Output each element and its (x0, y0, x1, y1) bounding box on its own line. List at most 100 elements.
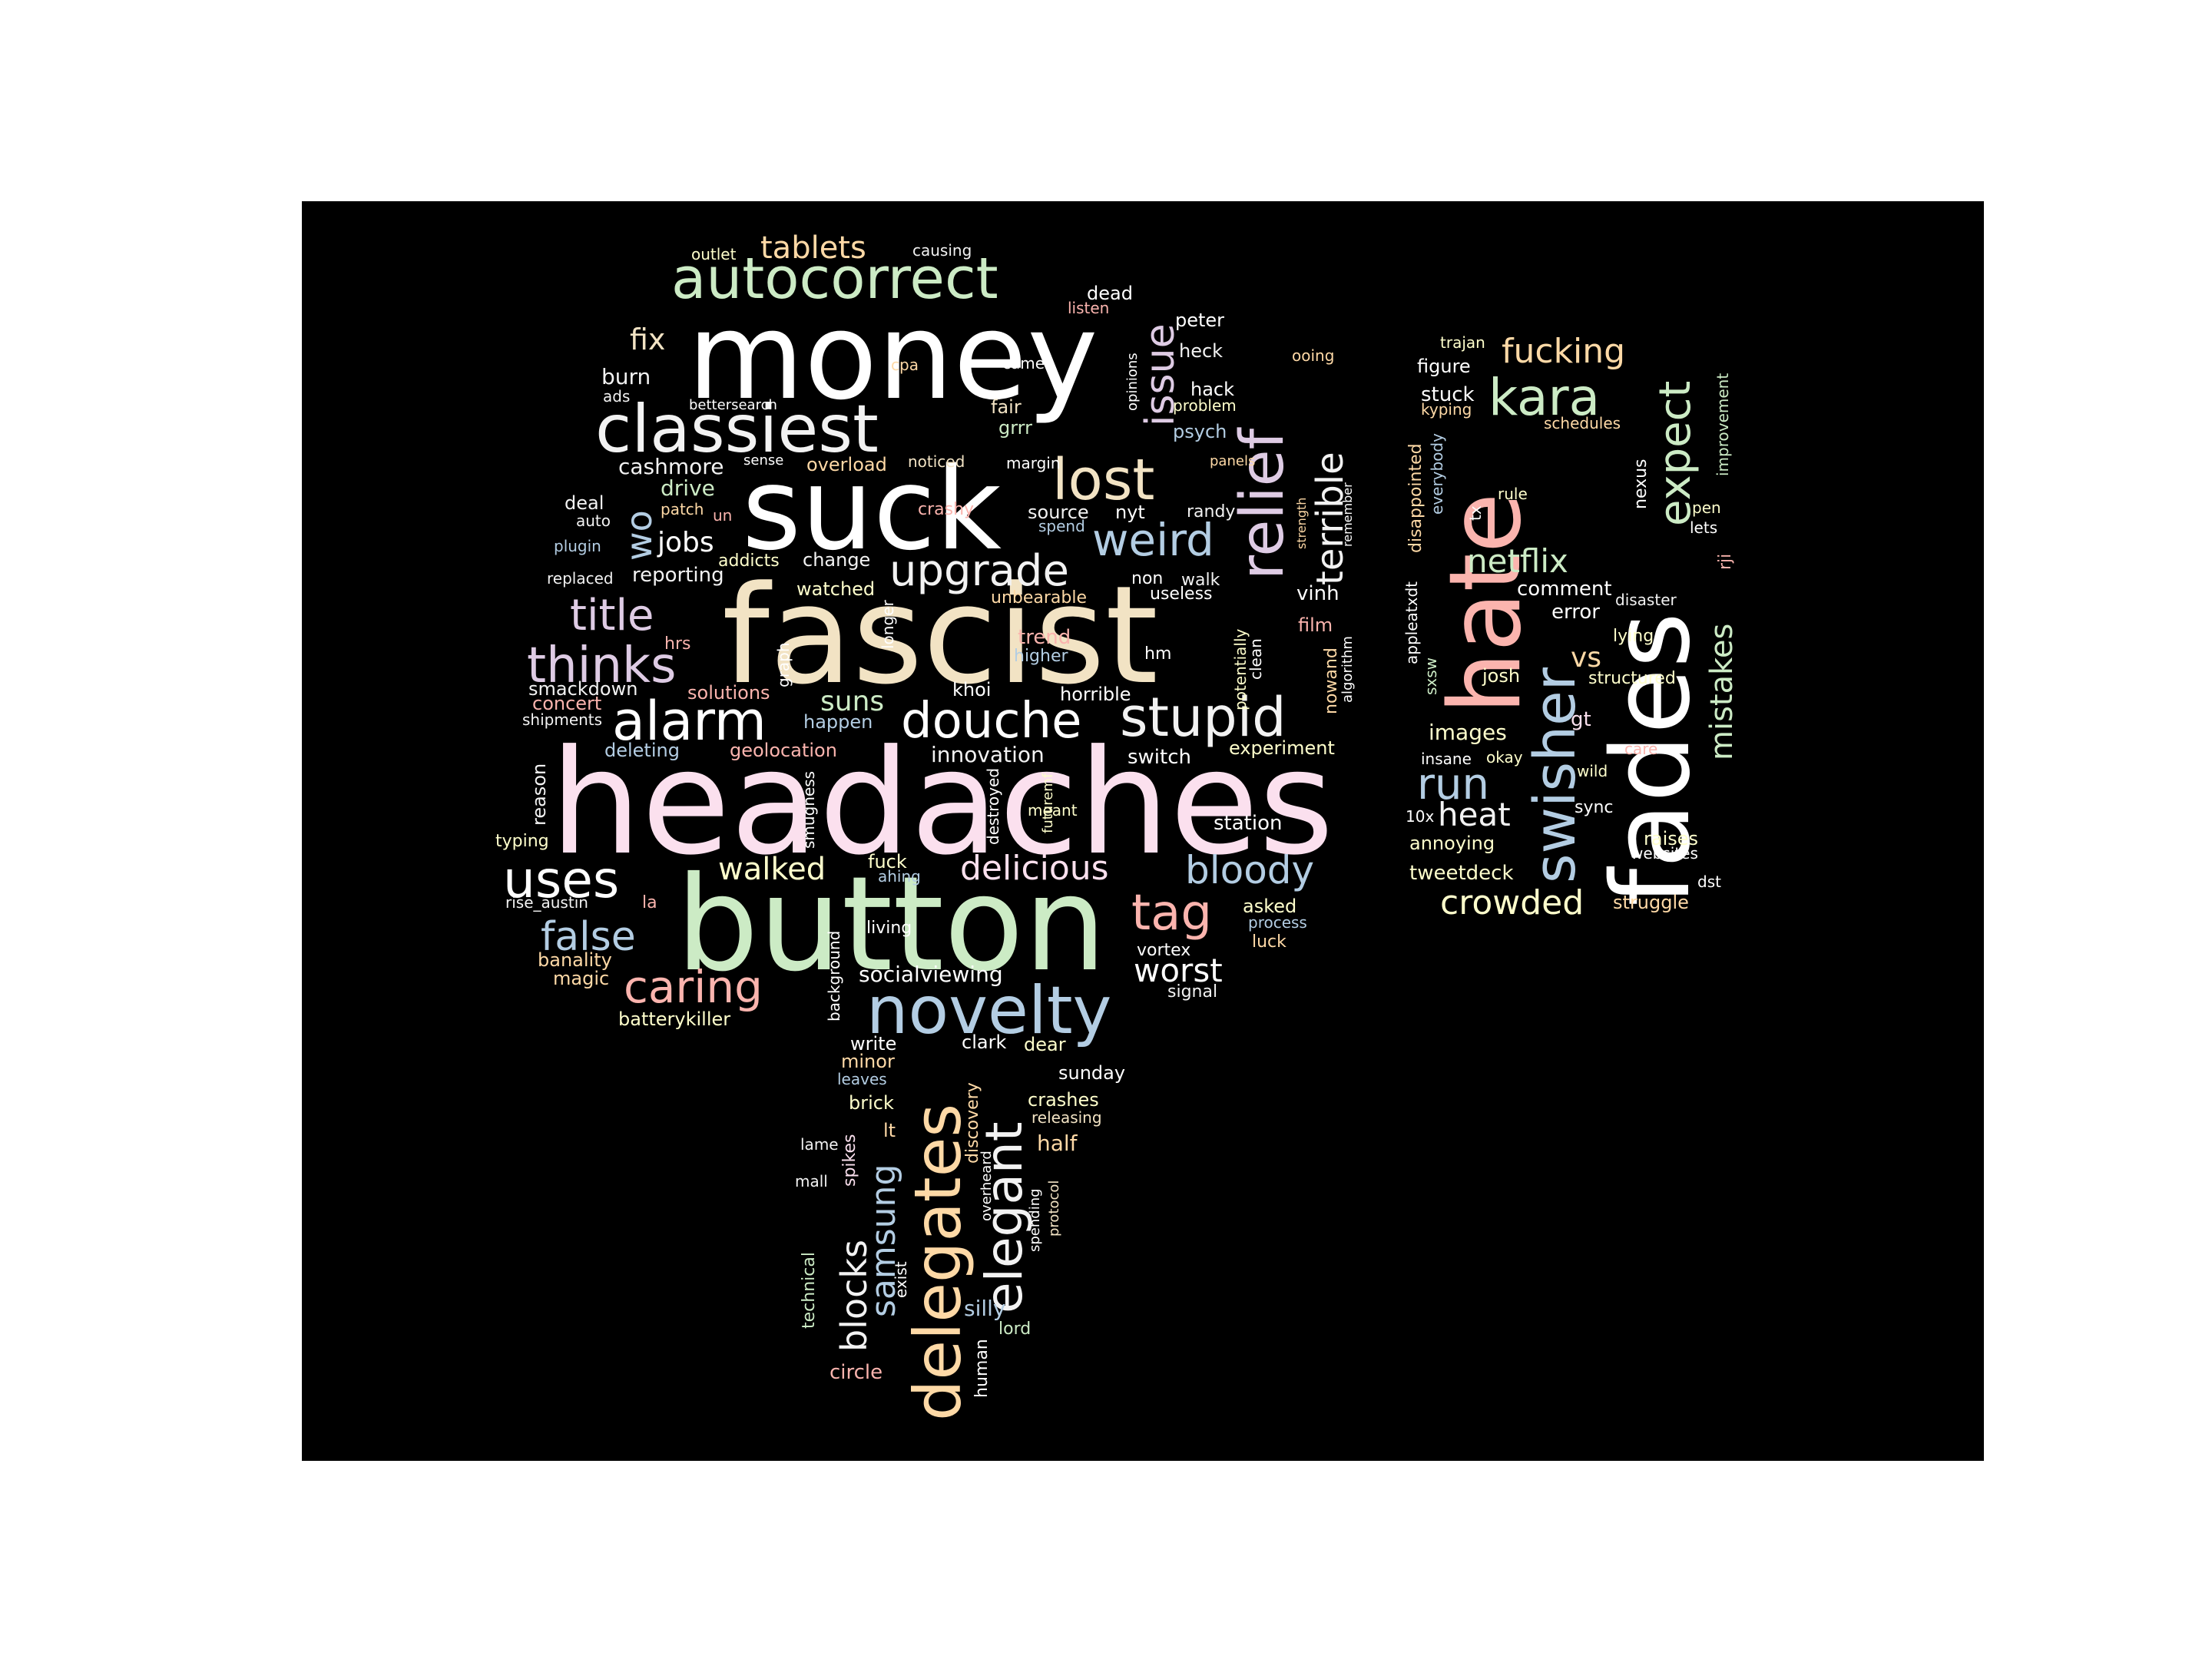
word-issue: issue (1137, 323, 1184, 426)
word-raises: raises (1644, 828, 1698, 849)
word-tag: tag (1131, 885, 1212, 942)
word-solutions: solutions (687, 682, 770, 704)
word-peter: peter (1175, 310, 1224, 331)
word-upgrade: upgrade (889, 546, 1069, 596)
word-relief: relief (1228, 427, 1297, 580)
word-sunday: sunday (1058, 1062, 1125, 1084)
word-kyping: kyping (1421, 400, 1472, 419)
word-human: human (972, 1339, 992, 1398)
word-listen: listen (1068, 299, 1109, 317)
word-batterykiller: batterykiller (618, 1008, 730, 1030)
word-luck: luck (1252, 932, 1286, 952)
word-crowded: crowded (1440, 883, 1584, 922)
word-addicts: addicts (718, 551, 780, 571)
word-concert: concert (532, 693, 601, 714)
word-reason: reason (528, 763, 550, 826)
word-heat: heat (1438, 796, 1511, 833)
word-run: run (1417, 760, 1489, 810)
word-clark: clark (962, 1031, 1006, 1053)
word-mall: mall (795, 1172, 828, 1190)
word-horrible: horrible (1060, 684, 1131, 705)
word-title: title (570, 591, 654, 641)
word-half: half (1037, 1131, 1078, 1156)
word-nyt: nyt (1115, 502, 1145, 523)
word-ooing: ooing (1292, 346, 1334, 365)
word-samsung: samsung (864, 1164, 903, 1317)
word-drive: drive (661, 475, 715, 501)
word-dear: dear (1024, 1034, 1066, 1055)
word-sxsw: sxsw (1422, 657, 1440, 695)
word-background: background (825, 931, 843, 1022)
word-classiest: classiest (595, 391, 879, 468)
word-psych: psych (1173, 421, 1227, 442)
word-higher: higher (1014, 647, 1068, 666)
word-comment: comment (1517, 578, 1612, 601)
word-10x: 10x (1406, 807, 1434, 826)
word-gt: gt (1571, 708, 1591, 731)
word-josh: josh (1482, 665, 1520, 687)
word-source: source (1028, 502, 1089, 523)
word-everybody: everybody (1428, 433, 1446, 515)
word-spikes: spikes (840, 1134, 859, 1187)
word-film: film (1298, 614, 1333, 636)
word-hack: hack (1190, 379, 1234, 400)
word-tablets: tablets (760, 230, 866, 266)
word-replaced: replaced (547, 569, 614, 588)
word-fair: fair (991, 396, 1022, 418)
word-vortex: vortex (1137, 941, 1190, 960)
word-nowand: nowand (1322, 647, 1341, 714)
word-patch: patch (661, 500, 704, 518)
word-geolocation: geolocation (730, 740, 837, 761)
word-process: process (1248, 913, 1307, 932)
word-brick: brick (849, 1092, 894, 1114)
word-technical: technical (800, 1252, 819, 1329)
word-ads: ads (603, 387, 630, 406)
word-ahing: ahing (878, 867, 921, 886)
word-smackdown: smackdown (528, 678, 637, 700)
word-cashmore: cashmore (618, 454, 724, 479)
word-vs: vs (1571, 642, 1601, 674)
word-watched: watched (796, 578, 875, 600)
word-destroyed: destroyed (984, 768, 1002, 845)
word-novelty: novelty (866, 972, 1111, 1049)
word-blocks: blocks (833, 1240, 875, 1352)
word-asked: asked (1243, 896, 1296, 917)
word-vinh: vinh (1296, 582, 1339, 605)
word-thinks: thinks (527, 637, 676, 694)
word-station: station (1214, 812, 1282, 835)
word-write: write (850, 1033, 896, 1055)
word-jobs: jobs (657, 527, 714, 558)
word-deleting: deleting (604, 740, 680, 761)
word-plugin: plugin (554, 537, 601, 555)
word-netflix: netflix (1467, 542, 1568, 580)
word-lt: lt (883, 1120, 896, 1141)
word-sync: sync (1575, 798, 1614, 817)
word-rule: rule (1498, 485, 1528, 503)
word-alarm: alarm (612, 690, 767, 753)
word-potentially: potentially (1231, 628, 1250, 710)
word-swisher: swisher (1522, 667, 1588, 883)
word-discovery: discovery (963, 1082, 982, 1164)
word-douche: douche (901, 693, 1081, 750)
word-burn: burn (601, 364, 651, 389)
word-heck: heck (1179, 340, 1223, 362)
word-annoying: annoying (1409, 833, 1495, 854)
word-silly: silly (964, 1296, 1006, 1321)
word-cpa: cpa (891, 356, 919, 374)
word-deal: deal (565, 492, 604, 514)
word-sense: sense (743, 452, 783, 469)
word-structured: structured (1588, 669, 1676, 688)
word-stupid: stupid (1120, 686, 1286, 749)
word-strength: strength (1294, 498, 1309, 549)
word-money: money (687, 286, 1098, 426)
word-magic: magic (553, 968, 609, 989)
word-change: change (803, 549, 870, 571)
word-reporting: reporting (632, 564, 724, 587)
word-cloud-panel (302, 201, 1984, 1461)
word-outlet: outlet (691, 245, 737, 263)
word-dst: dst (1697, 873, 1721, 891)
word-randy: randy (1187, 502, 1235, 522)
word-smugness: smugness (800, 771, 818, 849)
word-signal: signal (1167, 982, 1217, 1002)
